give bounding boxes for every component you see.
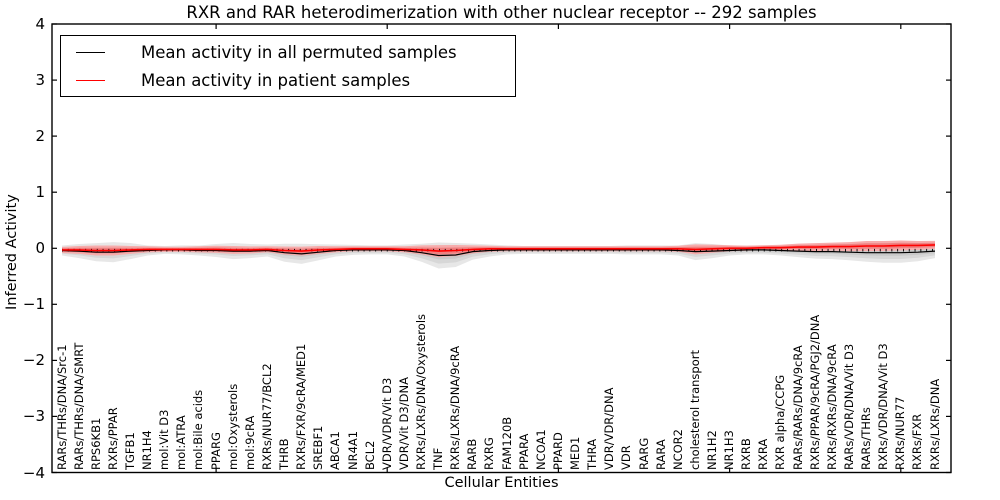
x-axis-label: Cellular Entities	[444, 475, 559, 491]
x-tick-label: RXRs/LXRs/DNA/Oxysterols	[413, 313, 428, 470]
x-tick-label: RXRA	[756, 438, 771, 470]
x-tick-label: mol:ATRA	[174, 415, 189, 470]
x-tick-label: RARB	[465, 438, 480, 470]
x-tick-label: ABCA1	[328, 431, 343, 470]
x-tick-label: BCL2	[362, 440, 377, 470]
x-tick-label: NCOA1	[533, 429, 548, 470]
x-tick-label: THRA	[585, 438, 600, 470]
x-tick-label: mol:Vit D3	[157, 409, 172, 470]
x-tick-label: NR1H4	[140, 430, 155, 470]
legend-label: Mean activity in all permuted samples	[141, 42, 457, 62]
x-tick-label: THRB	[277, 438, 292, 470]
x-tick-label: VDR	[619, 445, 634, 470]
x-tick-label: NCOR2	[670, 429, 685, 470]
x-tick-label: NR1H2	[704, 430, 719, 470]
x-tick-label: RARs/RARs/DNA/9cRA	[790, 345, 805, 470]
x-tick-label: RPS6KB1	[88, 417, 103, 470]
x-tick-label: RXRs/FXR/9cRA/MED1	[294, 343, 309, 470]
x-tick-label: PPARD	[550, 432, 565, 470]
y-tick-label: 3	[35, 71, 45, 90]
x-tick-label: RXRs/VDR/DNA/Vit D3	[876, 343, 891, 470]
x-tick-label: RXRs/PPAR	[105, 407, 120, 470]
x-tick-label: TNF	[431, 447, 446, 470]
legend: Mean activity in all permuted samples Me…	[60, 35, 516, 97]
x-tick-label: RXRs/NUR77	[893, 396, 908, 470]
x-tick-label: mol:9cRA	[242, 415, 257, 470]
legend-label: Mean activity in patient samples	[141, 70, 411, 90]
x-tick-label: RARs/VDR/DNA/Vit D3	[841, 343, 856, 470]
x-tick-label: SREBF1	[311, 425, 326, 470]
legend-entry-patient: Mean activity in patient samples	[61, 66, 515, 94]
x-tick-label: RARG	[636, 437, 651, 470]
x-tick-label: RARA	[653, 439, 668, 470]
x-tick-label: RXRs/PPAR/9cRA/PGJ2/DNA	[807, 314, 822, 470]
x-tick-label: mol:Bile acids	[191, 389, 206, 470]
x-tick-label: VDR/Vit D3/DNA	[396, 377, 411, 470]
x-tick-label: TGFB1	[122, 432, 137, 470]
x-tick-label: MED1	[568, 436, 583, 470]
x-tick-label: FAM120B	[499, 416, 514, 470]
y-tick-label: 2	[35, 127, 45, 146]
y-tick-label: −3	[22, 407, 45, 426]
y-tick-label: −1	[22, 295, 45, 314]
x-tick-label: RARs/THRs/DNA/SMRT	[71, 342, 86, 470]
x-tick-label: NR1H3	[722, 430, 737, 470]
x-tick-label: RXRs/RXRs/DNA/9cRA	[824, 344, 839, 470]
x-tick-label: PPARG	[208, 432, 223, 470]
x-tick-label: mol:Oxysterols	[225, 383, 240, 470]
x-tick-label: RXRs/LXRs/DNA/9cRA	[448, 345, 463, 470]
x-tick-label: RXRs/LXRs/DNA	[927, 378, 942, 470]
legend-entry-permuted: Mean activity in all permuted samples	[61, 38, 515, 66]
black-line-sample-icon	[76, 51, 105, 53]
x-tick-label: RXRG	[482, 437, 497, 470]
x-tick-label: RARs/THRs	[859, 407, 874, 470]
x-tick-label: NR4A1	[345, 430, 360, 470]
x-tick-label: RXRs/NUR77/BCL2	[259, 363, 274, 470]
x-tick-label: VDR/VDR/Vit D3	[379, 377, 394, 470]
x-tick-label: RXR alpha/CCPG	[773, 374, 788, 470]
x-tick-label: VDR/VDR/DNA	[602, 387, 617, 471]
y-tick-label: 4	[35, 15, 45, 33]
red-line-sample-icon	[76, 79, 105, 81]
x-tick-label: RXRs/FXR	[910, 413, 925, 470]
x-tick-label: cholesterol transport	[687, 350, 702, 470]
y-tick-label: 0	[35, 239, 45, 258]
figure-title: RXR and RAR heterodimerization with othe…	[186, 3, 817, 22]
y-tick-label: 1	[35, 183, 45, 202]
x-tick-label: RARs/THRs/DNA/Src-1	[54, 344, 69, 470]
y-tick-label: −2	[22, 351, 45, 370]
x-tick-label: PPARA	[516, 433, 531, 470]
x-tick-label: RXRB	[739, 438, 754, 470]
y-tick-label: −4	[22, 463, 45, 482]
